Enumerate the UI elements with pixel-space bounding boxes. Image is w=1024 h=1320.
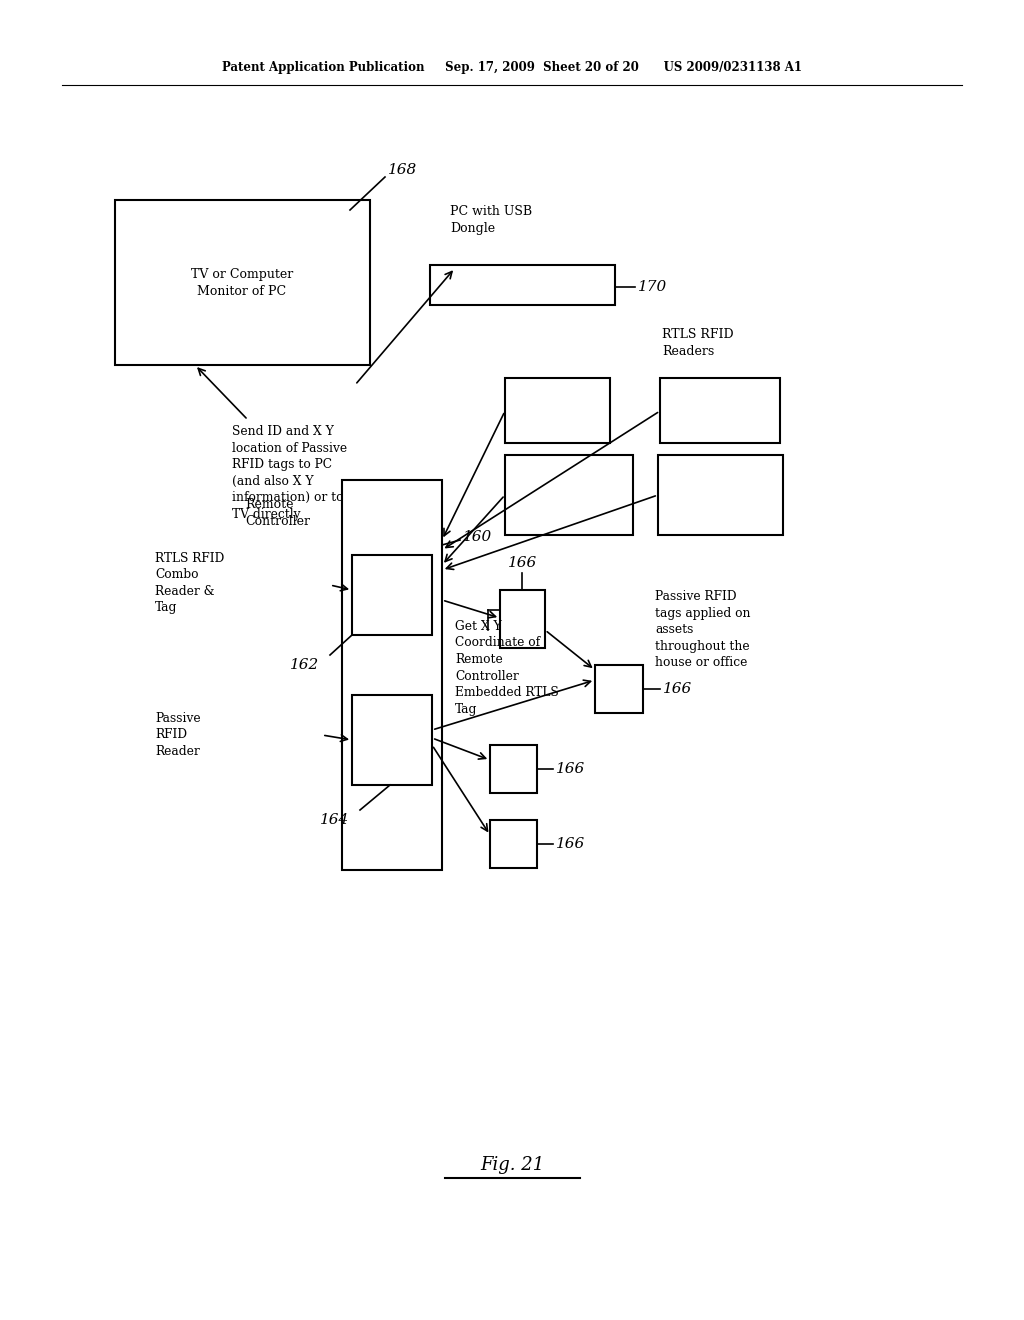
Text: 160: 160: [463, 531, 493, 544]
Bar: [658, 455, 783, 535]
Text: 166: 166: [663, 682, 692, 696]
Text: Send ID and X Y
location of Passive
RFID tags to PC
(and also X Y
information) o: Send ID and X Y location of Passive RFID…: [232, 425, 347, 520]
Text: Fig. 21: Fig. 21: [480, 1156, 544, 1173]
Bar: [430, 265, 615, 305]
Bar: [352, 554, 432, 635]
Text: Passive
RFID
Reader: Passive RFID Reader: [155, 711, 201, 758]
Text: 162: 162: [290, 657, 319, 672]
Bar: [660, 378, 780, 444]
Text: 168: 168: [388, 162, 417, 177]
Text: PC with USB
Dongle: PC with USB Dongle: [450, 205, 532, 235]
Bar: [500, 590, 545, 648]
Bar: [490, 820, 537, 869]
Text: RTLS RFID
Readers: RTLS RFID Readers: [662, 329, 733, 358]
Text: Get X Y
Coordinate of
Remote
Controller
Embedded RTLS
Tag: Get X Y Coordinate of Remote Controller …: [455, 620, 559, 715]
Text: Patent Application Publication     Sep. 17, 2009  Sheet 20 of 20      US 2009/02: Patent Application Publication Sep. 17, …: [222, 62, 802, 74]
Text: 170: 170: [638, 280, 668, 294]
Text: TV or Computer
Monitor of PC: TV or Computer Monitor of PC: [190, 268, 293, 298]
Text: Passive RFID
tags applied on
assets
throughout the
house or office: Passive RFID tags applied on assets thro…: [655, 590, 751, 669]
Bar: [115, 201, 370, 366]
Bar: [352, 696, 432, 785]
Text: 164: 164: [319, 813, 349, 828]
Bar: [595, 665, 643, 713]
Text: Remote
Controller: Remote Controller: [245, 498, 310, 528]
Bar: [490, 744, 537, 793]
Text: 166: 166: [508, 556, 538, 570]
Text: RTLS RFID
Combo
Reader &
Tag: RTLS RFID Combo Reader & Tag: [155, 552, 224, 614]
Bar: [505, 455, 633, 535]
Bar: [505, 378, 610, 444]
Text: 166: 166: [556, 837, 586, 851]
Text: 166: 166: [556, 762, 586, 776]
Bar: [342, 480, 442, 870]
